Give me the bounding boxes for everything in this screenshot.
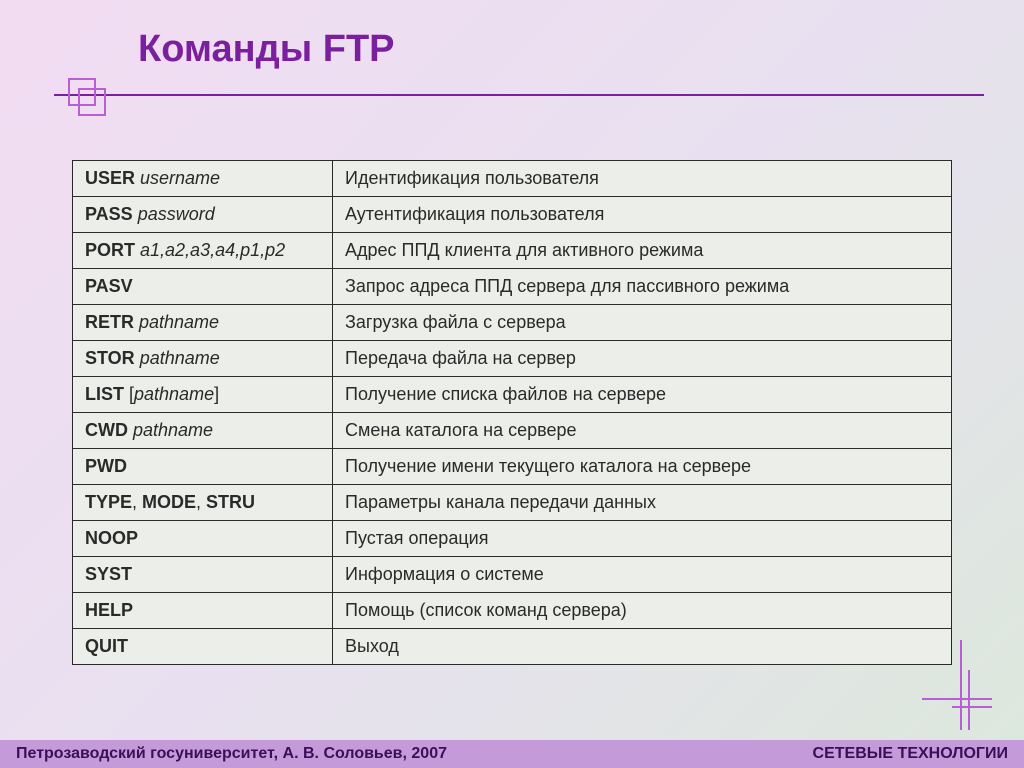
description-cell: Адрес ППД клиента для активного режима	[333, 233, 952, 269]
description-cell: Пустая операция	[333, 521, 952, 557]
command-cell: USER username	[73, 161, 333, 197]
command-arg: pathname	[140, 348, 220, 368]
description-cell: Аутентификация пользователя	[333, 197, 952, 233]
description-cell: Идентификация пользователя	[333, 161, 952, 197]
command-keyword: HELP	[85, 600, 133, 620]
command-keyword: STRU	[206, 492, 255, 512]
decorative-squares-icon	[68, 78, 108, 118]
decorative-lines-icon	[922, 640, 992, 730]
command-arg: a1,a2,a3,a4,p1,p2	[140, 240, 285, 260]
command-cell: QUIT	[73, 629, 333, 665]
command-cell: LIST [pathname]	[73, 377, 333, 413]
command-keyword: SYST	[85, 564, 132, 584]
footer-left: Петрозаводский госуниверситет, А. В. Сол…	[16, 745, 447, 763]
table-row: PASS passwordАутентификация пользователя	[73, 197, 952, 233]
slide-title: Команды FTP	[138, 28, 395, 71]
command-cell: PWD	[73, 449, 333, 485]
command-keyword: TYPE	[85, 492, 132, 512]
command-cell: STOR pathname	[73, 341, 333, 377]
table-row: QUIT Выход	[73, 629, 952, 665]
command-arg: pathname	[133, 420, 213, 440]
command-keyword: NOOP	[85, 528, 138, 548]
table-row: PWD Получение имени текущего каталога на …	[73, 449, 952, 485]
command-keyword: STOR	[85, 348, 140, 368]
description-cell: Передача файла на сервер	[333, 341, 952, 377]
description-cell: Смена каталога на сервере	[333, 413, 952, 449]
command-arg: username	[140, 168, 220, 188]
description-cell: Загрузка файла с сервера	[333, 305, 952, 341]
command-arg: pathname	[139, 312, 219, 332]
table-row: NOOP Пустая операция	[73, 521, 952, 557]
command-keyword: PORT	[85, 240, 140, 260]
title-underline	[54, 94, 984, 96]
command-text: ,	[132, 492, 142, 512]
table-row: RETR pathnameЗагрузка файла с сервера	[73, 305, 952, 341]
command-text: ]	[214, 384, 219, 404]
table-row: PASV Запрос адреса ППД сервера для пассив…	[73, 269, 952, 305]
table-row: STOR pathnameПередача файла на сервер	[73, 341, 952, 377]
command-keyword: USER	[85, 168, 140, 188]
command-keyword: QUIT	[85, 636, 128, 656]
command-cell: HELP	[73, 593, 333, 629]
table-row: HELP Помощь (список команд сервера)	[73, 593, 952, 629]
command-cell: PASV	[73, 269, 333, 305]
table-row: SYST Информация о системе	[73, 557, 952, 593]
command-cell: CWD pathname	[73, 413, 333, 449]
description-cell: Получение списка файлов на сервере	[333, 377, 952, 413]
description-cell: Помощь (список команд сервера)	[333, 593, 952, 629]
command-keyword: MODE	[142, 492, 196, 512]
table-row: LIST [pathname]Получение списка файлов н…	[73, 377, 952, 413]
slide-title-area: Команды FTP	[138, 28, 395, 71]
description-cell: Запрос адреса ППД сервера для пассивного…	[333, 269, 952, 305]
command-arg: pathname	[134, 384, 214, 404]
command-keyword: PASV	[85, 276, 133, 296]
description-cell: Выход	[333, 629, 952, 665]
command-keyword: LIST	[85, 384, 129, 404]
ftp-commands-table: USER usernameИдентификация пользователяP…	[72, 160, 952, 665]
table-row: CWD pathnameСмена каталога на сервере	[73, 413, 952, 449]
command-keyword: RETR	[85, 312, 139, 332]
command-cell: RETR pathname	[73, 305, 333, 341]
command-keyword: CWD	[85, 420, 133, 440]
command-text: ,	[196, 492, 206, 512]
command-cell: PASS password	[73, 197, 333, 233]
table-row: TYPE, MODE, STRUПараметры канала передач…	[73, 485, 952, 521]
command-cell: SYST	[73, 557, 333, 593]
ftp-commands-tbody: USER usernameИдентификация пользователяP…	[73, 161, 952, 665]
command-cell: NOOP	[73, 521, 333, 557]
slide-footer: Петрозаводский госуниверситет, А. В. Сол…	[0, 740, 1024, 768]
footer-right: СЕТЕВЫЕ ТЕХНОЛОГИИ	[813, 745, 1008, 763]
description-cell: Получение имени текущего каталога на сер…	[333, 449, 952, 485]
command-arg: password	[138, 204, 215, 224]
command-cell: TYPE, MODE, STRU	[73, 485, 333, 521]
description-cell: Параметры канала передачи данных	[333, 485, 952, 521]
command-cell: PORT a1,a2,a3,a4,p1,p2	[73, 233, 333, 269]
command-keyword: PASS	[85, 204, 138, 224]
table-row: USER usernameИдентификация пользователя	[73, 161, 952, 197]
command-keyword: PWD	[85, 456, 127, 476]
table-row: PORT a1,a2,a3,a4,p1,p2Адрес ППД клиента …	[73, 233, 952, 269]
description-cell: Информация о системе	[333, 557, 952, 593]
